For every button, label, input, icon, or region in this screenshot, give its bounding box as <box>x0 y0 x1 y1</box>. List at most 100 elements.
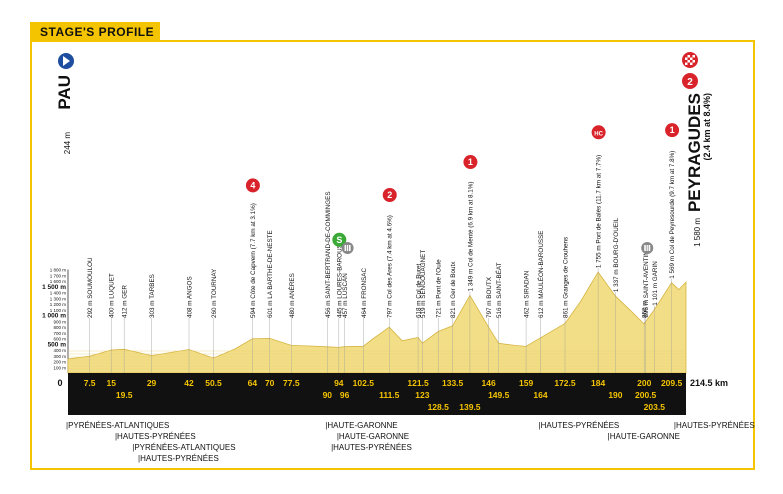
km-label: 64 <box>248 378 258 388</box>
total-distance: 214.5 km <box>690 378 728 388</box>
play-icon <box>63 56 70 66</box>
km-label: 203.5 <box>644 402 666 412</box>
start-altitude: 244 m <box>63 132 72 155</box>
climb-category: 1 <box>670 125 675 135</box>
altitude-tick: 700 m <box>53 331 66 336</box>
profile-frame <box>30 40 755 470</box>
km-label: 50.5 <box>205 378 222 388</box>
waypoint-label: 456 m SAINT-BERTRAND-DE-COMMINGES <box>325 191 332 318</box>
climb-badge: HC <box>591 125 606 140</box>
department-label: |HAUTES-PYRÉNÉES <box>331 443 412 452</box>
km-label: 123 <box>415 390 429 400</box>
department-label: |PYRÉNÉES-ATLANTIQUES <box>66 421 170 430</box>
elevation-profile <box>67 271 687 374</box>
altitude-tick: 500 m <box>48 341 67 348</box>
km-label: 164 <box>533 390 547 400</box>
department-label: |HAUTE-GARONNE <box>325 421 398 430</box>
finish-climb-detail: (2.4 km at 8.4%) <box>702 93 712 161</box>
km-label: 96 <box>340 390 350 400</box>
climb-badges: 4 S 2 1 HC 1 <box>245 123 680 254</box>
altitude-tick: 1 300 m <box>50 296 67 301</box>
waypoint-label: 895 m SAINT-AVENTIN <box>643 251 650 318</box>
sprint-badge: S <box>332 232 347 247</box>
waypoint-label: 260 m TOURNAY <box>211 268 218 318</box>
waypoint-label: 1 569 m Col de Peyresourde (9.7 km at 7.… <box>669 151 676 279</box>
km-label: 94 <box>334 378 344 388</box>
km-label: 184 <box>591 378 605 388</box>
altitude-tick: 1 000 m <box>42 313 66 320</box>
km-label: 42 <box>184 378 194 388</box>
waypoint-label: 594 m Côte de Capvern (7.7 km at 3.1%) <box>250 203 257 318</box>
feed-zone-icon <box>641 242 654 254</box>
km-label: 19.5 <box>116 390 133 400</box>
altitude-tick: 100 m <box>53 365 66 370</box>
climb-badge: 1 <box>463 155 478 170</box>
climb-badge: 1 <box>665 123 680 138</box>
waypoint-label: 445 m LOURES-BAROUSSE <box>336 236 343 318</box>
waypoint-label: 462 m SIRADAN <box>524 270 531 318</box>
waypoint-label: 516 m SAINT-BÉAT <box>494 262 503 318</box>
waypoint-label: 464 m FRONSAC <box>361 268 368 318</box>
km-label: 128.5 <box>428 402 450 412</box>
waypoint-label: 1 349 m Col de Menté (6.9 km at 8.1%) <box>467 182 474 292</box>
department-label: |HAUTE-GARONNE <box>336 432 410 441</box>
km-label: 111.5 <box>379 390 400 400</box>
altitude-tick: 1 400 m <box>50 291 67 296</box>
altitude-tick: 900 m <box>53 319 66 324</box>
climb-category: HC <box>594 131 603 137</box>
altitude-tick: 1 500 m <box>42 284 66 291</box>
department-label: |PYRÉNÉES-ATLANTIQUES <box>132 443 236 452</box>
department-label: |HAUTES-PYRÉNÉES <box>538 421 620 430</box>
altitude-tick: 400 m <box>53 348 66 353</box>
start-km: 0 <box>57 378 62 388</box>
climb-category: 2 <box>387 190 392 200</box>
km-label: 200.5 <box>635 390 657 400</box>
km-label: 139.5 <box>459 402 481 412</box>
altitude-tick: 600 m <box>53 337 66 342</box>
km-label: 190 <box>608 390 622 400</box>
waypoint-label: 601 m LA BARTHE-DE-NESTE <box>267 230 274 318</box>
waypoint-label: 1 337 m BOURG-D'OUEIL <box>613 217 620 292</box>
department-label: |HAUTES-PYRÉNÉES <box>673 421 755 430</box>
km-label: 7.5 <box>84 378 96 388</box>
waypoint-label: 821 m Ger de Boutx <box>450 261 457 318</box>
altitude-tick: 1 800 m <box>50 268 67 273</box>
feed-zone-icon <box>341 242 354 254</box>
waypoint-label: 519 m SENGOUAGNET <box>420 250 427 318</box>
finish-flag-icon <box>682 52 698 68</box>
km-label: 146 <box>482 378 496 388</box>
waypoint-labels: 292 m SOUMOULOU 400 m LUQUET 412 m GER 303 … <box>87 151 676 318</box>
km-label: 209.5 <box>661 378 683 388</box>
climb-icon <box>382 188 397 202</box>
altitude-tick: 800 m <box>53 325 66 330</box>
km-label: 29 <box>147 378 157 388</box>
altitude-tick: 1 700 m <box>50 273 67 278</box>
km-label: 172.5 <box>554 378 576 388</box>
waypoint-label: 408 m ANGOS <box>187 276 194 318</box>
km-label: 70 <box>265 378 275 388</box>
altitude-tick: 1 100 m <box>50 308 67 313</box>
climb-category: S <box>336 235 342 245</box>
climb-badge: 2 <box>382 188 397 202</box>
km-label: 200 <box>637 378 651 388</box>
km-label: 77.5 <box>283 378 300 388</box>
altitude-tick: 300 m <box>53 354 66 359</box>
waypoint-label: 292 m SOUMOULOU <box>87 257 94 318</box>
altitude-tick: 200 m <box>53 360 66 365</box>
waypoint-label: 618 m Col de Buret <box>416 263 423 318</box>
department-label: |HAUTE-GARONNE <box>607 432 680 441</box>
waypoint-guides <box>89 268 672 373</box>
climb-icon <box>591 125 606 140</box>
finish-category: 2 <box>687 77 693 88</box>
finish-altitude: 1 580 m <box>693 218 702 247</box>
altitude-scale: 1 800 m1 700 m1 600 m1 500 m1 400 m1 300… <box>42 268 69 373</box>
climb-icon <box>245 178 260 193</box>
waypoint-label: 1 101 m GARIN <box>652 261 659 306</box>
waypoint-label: 721 m Pont de l'Oule <box>436 259 443 318</box>
altitude-tick: 1 600 m <box>50 279 67 284</box>
km-label: 90 <box>323 390 333 400</box>
waypoint-label: 457 m LUSCAN <box>342 273 349 318</box>
start-name: PAU <box>55 75 74 110</box>
